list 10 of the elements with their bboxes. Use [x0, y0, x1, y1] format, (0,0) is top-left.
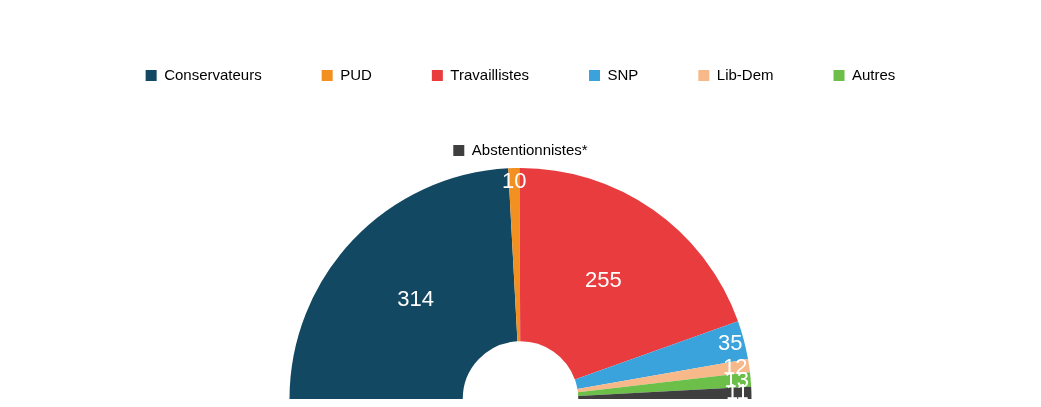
legend-label: Conservateurs [164, 65, 262, 83]
legend-label: SNP [607, 65, 639, 83]
legend-label: Lib-Dem [716, 65, 774, 83]
data-label: 314 [397, 285, 435, 311]
legend-label: Travaillistes [450, 65, 529, 83]
legend-label: Abstentionnistes* [471, 140, 588, 158]
data-label: 255 [585, 266, 622, 292]
legend-label: Autres [852, 65, 896, 83]
legend-label: PUD [340, 65, 373, 83]
data-label: 35 [718, 329, 743, 355]
